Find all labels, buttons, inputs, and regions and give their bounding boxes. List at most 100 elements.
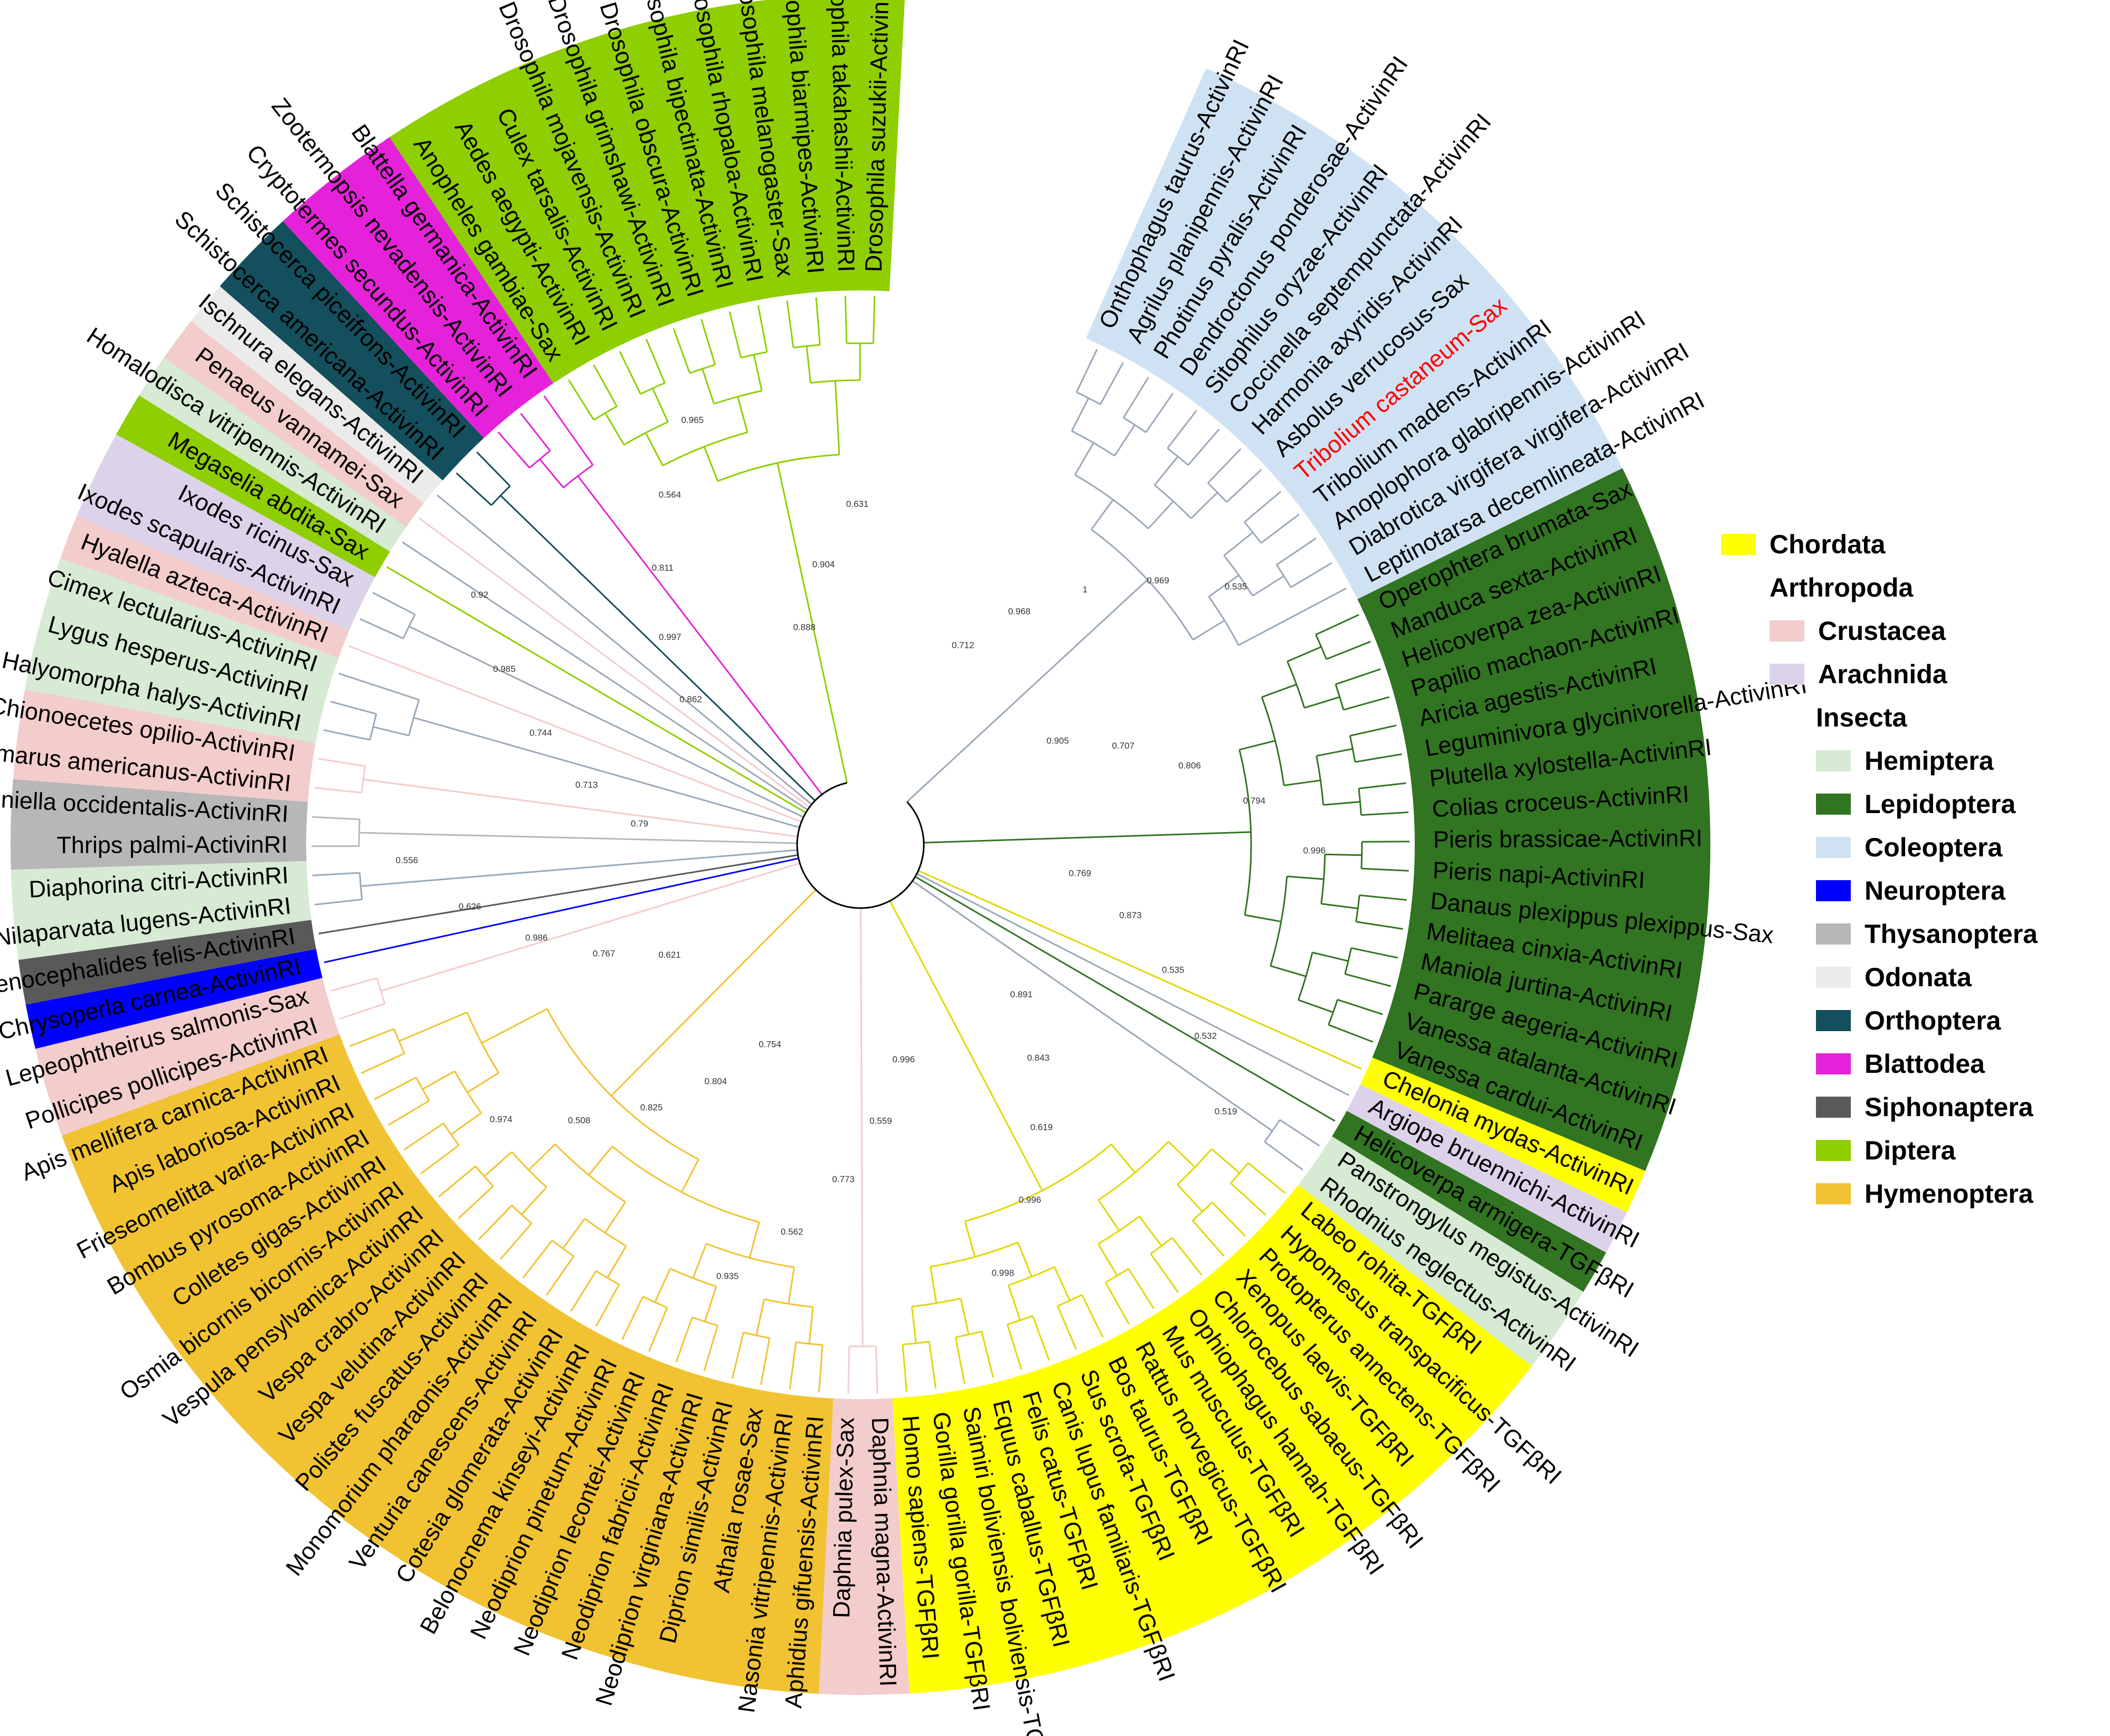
branch-arc [1275, 564, 1292, 588]
backbone-branch [610, 889, 817, 1097]
branch [1071, 398, 1090, 431]
backbone-branch [923, 831, 1251, 844]
legend-swatch [1816, 794, 1851, 815]
branch [1150, 1253, 1179, 1293]
legend-item: Orthoptera [1721, 999, 2101, 1042]
branch [520, 413, 551, 451]
backbone-branch [363, 778, 798, 837]
branch [331, 977, 377, 992]
support-value: 0.985 [493, 664, 516, 674]
branch [312, 816, 360, 820]
branch [528, 1143, 556, 1171]
support-value: 0.996 [1303, 845, 1326, 855]
branch [588, 1146, 613, 1176]
branch-arc [554, 1143, 626, 1203]
branch [1279, 1119, 1320, 1147]
legend-label: Hymenoptera [1865, 1179, 2033, 1209]
branch-arc [1355, 895, 1360, 922]
branch [1238, 588, 1347, 646]
branch [323, 729, 371, 741]
branch [1283, 779, 1321, 787]
support-value: 0.79 [631, 818, 648, 828]
legend-item: Crustacea [1721, 609, 2101, 653]
branch [703, 1325, 718, 1372]
legend-item: Arthropoda [1721, 566, 2101, 609]
branch [1017, 1242, 1033, 1277]
branch [1230, 1182, 1266, 1216]
branch [1057, 1305, 1077, 1350]
support-value: 0.904 [812, 560, 835, 570]
branch [1110, 1144, 1136, 1173]
branch-arc [642, 1296, 668, 1309]
branch-arc [511, 1204, 532, 1224]
clade-band-lepidoptera-4 [1332, 1110, 1606, 1292]
branch [456, 472, 492, 506]
support-value: 0.556 [395, 855, 418, 865]
branch-arc [1223, 555, 1254, 597]
backbone-branch [409, 626, 804, 818]
support-value: 0.619 [1030, 1122, 1053, 1132]
support-value: 0.767 [593, 949, 616, 959]
legend-label: Arachnida [1818, 659, 1947, 689]
branch [312, 872, 360, 876]
branch-arc [1207, 482, 1227, 503]
backbone-branch [912, 880, 1273, 1132]
branch [808, 1307, 814, 1344]
branch-arc [1244, 521, 1262, 544]
support-value: 0.996 [1019, 1195, 1042, 1205]
branch [458, 1185, 494, 1220]
legend-swatch [1816, 1053, 1851, 1074]
support-value: 0.997 [659, 632, 682, 642]
branch [318, 758, 365, 767]
clade-band-diptera-18 [116, 395, 390, 578]
branch [1148, 501, 1174, 530]
branch [1139, 1215, 1162, 1247]
branch [1168, 1141, 1196, 1168]
branch [1252, 575, 1284, 597]
support-value: 0.806 [1178, 761, 1201, 771]
legend-label: Blattodea [1865, 1049, 1985, 1079]
taxon-label: Daphnia pulex-Sax [828, 1417, 859, 1619]
clade-band-crustacea-14 [13, 689, 316, 802]
branch-arc [623, 421, 668, 446]
branch [1032, 1315, 1050, 1361]
branch [749, 1222, 760, 1258]
branch [1328, 1024, 1374, 1043]
support-value: 0.713 [575, 780, 598, 790]
branch [648, 1307, 668, 1352]
legend-item: Lepidoptera [1721, 782, 2101, 826]
branch [1006, 1324, 1023, 1370]
branch [1247, 1162, 1285, 1194]
branch [929, 1266, 938, 1304]
branch [1355, 753, 1402, 763]
legend-label: Coleoptera [1865, 833, 2003, 862]
branch [359, 618, 404, 639]
branch [789, 1342, 797, 1390]
branch-arc [584, 1218, 627, 1247]
branch-arc [1315, 634, 1327, 660]
branch [373, 1077, 417, 1100]
support-value: 0.562 [781, 1227, 803, 1237]
taxon-label: Pieris brassicae-ActivinRI [1433, 824, 1702, 853]
clade-band-chordata-6 [892, 1185, 1532, 1694]
branch [1286, 875, 1324, 880]
branch [1276, 537, 1317, 565]
clade-band-diptera-24 [389, 0, 905, 383]
branch [645, 338, 666, 383]
branch [1145, 393, 1174, 433]
branch-arc [369, 713, 377, 740]
support-value: 0.564 [659, 490, 682, 500]
branch [1192, 1220, 1225, 1257]
support-value: 1 [1083, 584, 1087, 595]
legend-label: Arthropoda [1770, 573, 1914, 602]
legend-swatch [1770, 664, 1804, 685]
branch [1193, 619, 1225, 641]
branch [1343, 696, 1390, 711]
support-value: 0.974 [490, 1114, 513, 1124]
branch [872, 296, 876, 344]
branch [438, 1165, 476, 1197]
clade-band-odonata-21 [191, 286, 443, 504]
backbone-branch [889, 900, 1043, 1191]
branch [651, 388, 669, 422]
